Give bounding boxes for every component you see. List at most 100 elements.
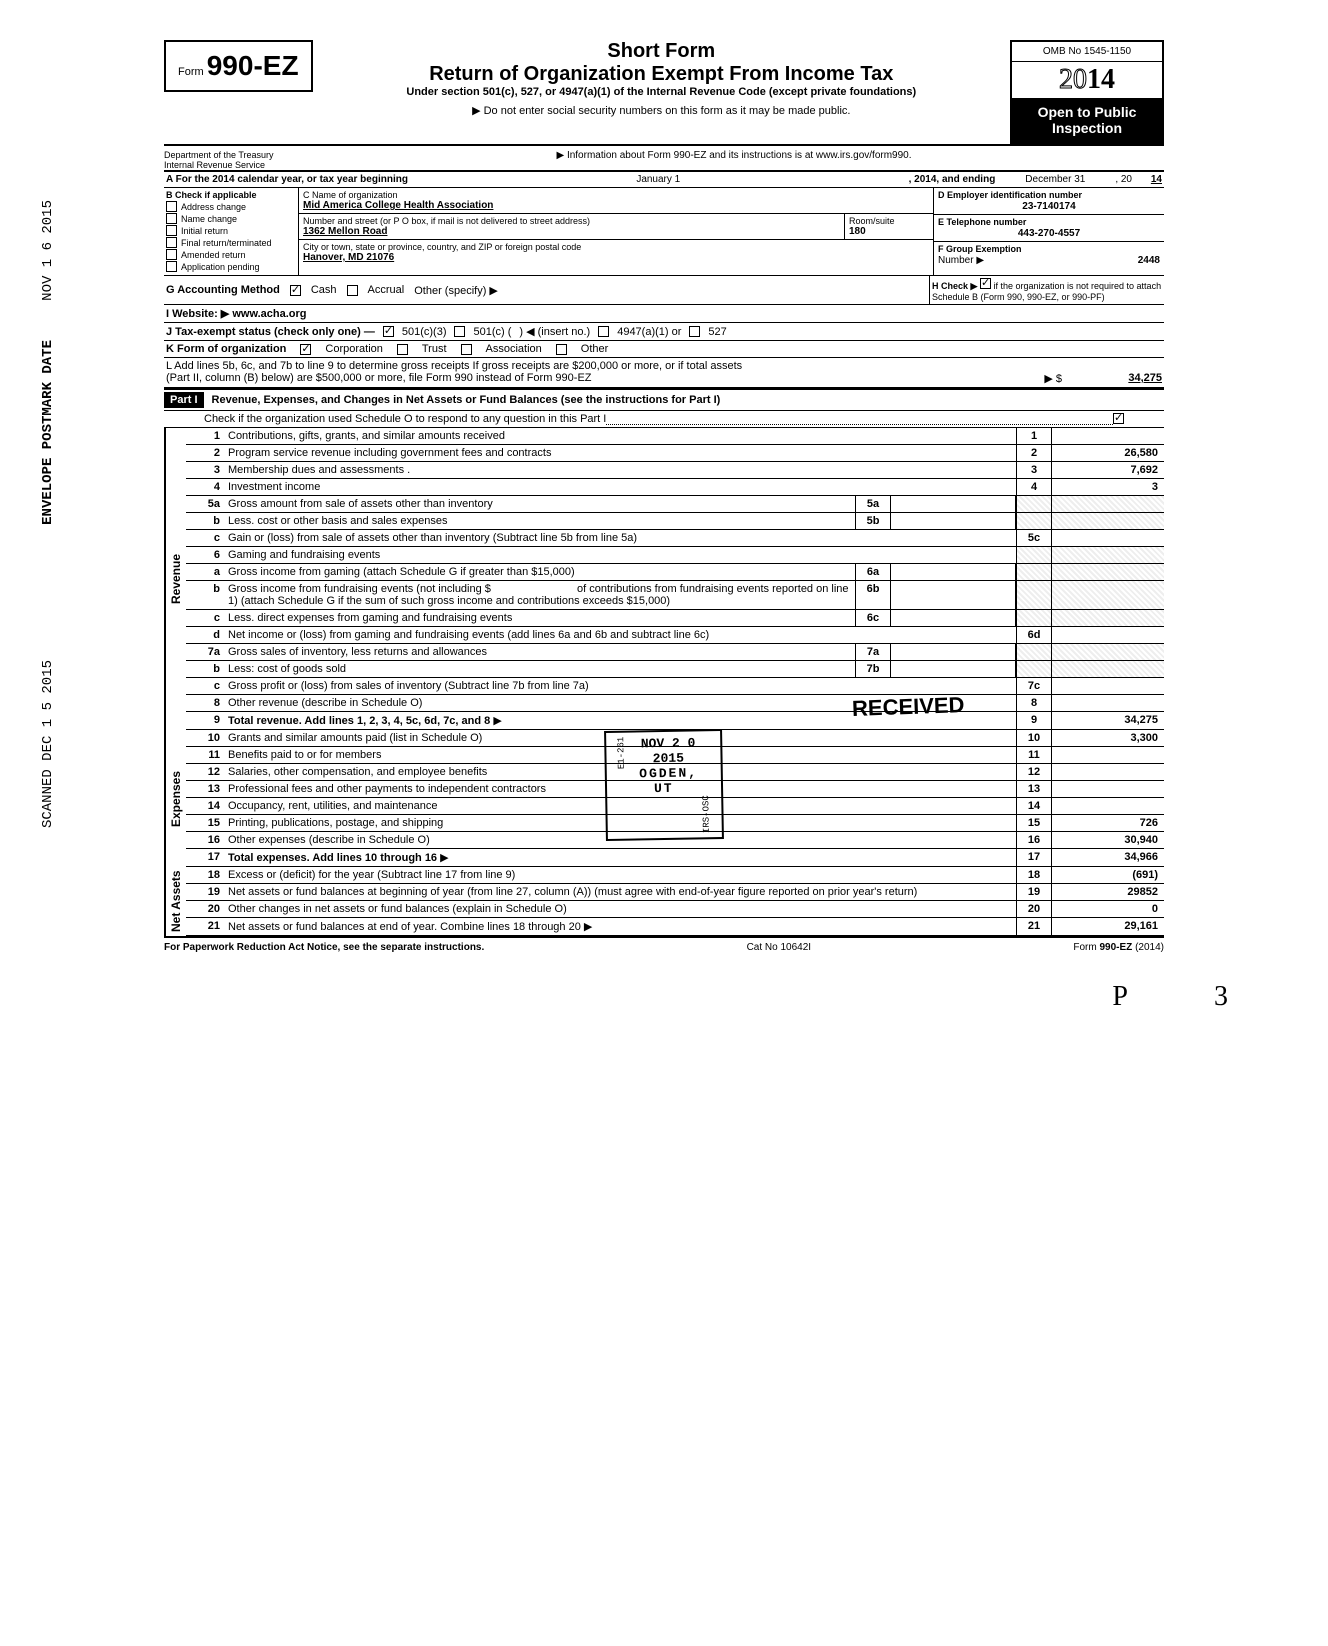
shaded-cell bbox=[1052, 610, 1164, 626]
line-num: 15 bbox=[186, 815, 224, 831]
line-a-year: 14 bbox=[1132, 174, 1162, 185]
j-527: 527 bbox=[708, 326, 726, 338]
line-desc: Gain or (loss) from sale of assets other… bbox=[224, 530, 1016, 546]
chk-label: Final return/terminated bbox=[181, 238, 272, 248]
part1-title: Revenue, Expenses, and Changes in Net As… bbox=[212, 394, 721, 406]
chk-amended[interactable]: Amended return bbox=[166, 249, 296, 260]
chk-assoc[interactable] bbox=[461, 344, 472, 355]
g-label: G Accounting Method bbox=[166, 284, 280, 296]
chk-501c[interactable] bbox=[454, 326, 465, 337]
chk-label: Name change bbox=[181, 214, 237, 224]
line-desc: Gross amount from sale of assets other t… bbox=[224, 496, 855, 512]
line-a: A For the 2014 calendar year, or tax yea… bbox=[164, 172, 1164, 188]
shaded-cell bbox=[1016, 610, 1052, 626]
revenue-section: Revenue 1Contributions, gifts, grants, a… bbox=[164, 428, 1164, 730]
row-i: I Website: ▶ www.acha.org bbox=[164, 305, 1164, 323]
form-prefix: Form bbox=[178, 66, 204, 78]
right-box: OMB No 1545-1150 2014 Open to Public Ins… bbox=[1010, 40, 1164, 144]
sub-ref: 6a bbox=[855, 564, 891, 580]
k-label: K Form of organization bbox=[166, 343, 286, 355]
chk-pending[interactable]: Application pending bbox=[166, 261, 296, 272]
chk-trust[interactable] bbox=[397, 344, 408, 355]
expenses-section: Expenses 10Grants and similar amounts pa… bbox=[164, 730, 1164, 867]
line-value bbox=[1052, 678, 1164, 694]
line-value: 34,966 bbox=[1052, 849, 1164, 866]
line-num: b bbox=[186, 513, 224, 529]
chk-h[interactable] bbox=[980, 278, 991, 289]
line-num: c bbox=[186, 530, 224, 546]
shaded-cell bbox=[1052, 547, 1164, 563]
postmark-label-stamp: ENVELOPE POSTMARK DATE bbox=[40, 340, 56, 525]
sub-ref: 6c bbox=[855, 610, 891, 626]
l-arrow: ▶ $ bbox=[1044, 372, 1062, 385]
f-value: 2448 bbox=[1138, 255, 1160, 266]
line-num: 4 bbox=[186, 479, 224, 495]
k-trust: Trust bbox=[422, 343, 447, 355]
j-501c3: 501(c)(3) bbox=[402, 326, 447, 338]
line-num: 6 bbox=[186, 547, 224, 563]
shaded-cell bbox=[1052, 661, 1164, 677]
chk-501c3[interactable] bbox=[383, 326, 394, 337]
shaded-cell bbox=[1052, 496, 1164, 512]
recv-code1: E1-261 bbox=[616, 737, 627, 770]
title-block: Short Form Return of Organization Exempt… bbox=[313, 40, 1010, 117]
line-value: 7,692 bbox=[1052, 462, 1164, 478]
line-num: c bbox=[186, 610, 224, 626]
part1-header: Part I Revenue, Expenses, and Changes in… bbox=[164, 388, 1164, 411]
received-stamp: RECEIVED bbox=[851, 692, 964, 722]
line-value bbox=[1052, 428, 1164, 444]
shaded-cell bbox=[1016, 547, 1052, 563]
line-num: 21 bbox=[186, 918, 224, 935]
sub-ref: 7a bbox=[855, 644, 891, 660]
chk-cash[interactable] bbox=[290, 285, 301, 296]
line-value: 29852 bbox=[1052, 884, 1164, 900]
line-ref: 8 bbox=[1016, 695, 1052, 711]
line-num: 14 bbox=[186, 798, 224, 814]
c-city: Hanover, MD 21076 bbox=[303, 252, 394, 263]
line-num: 8 bbox=[186, 695, 224, 711]
line-value bbox=[1052, 798, 1164, 814]
footer-mid: Cat No 10642I bbox=[747, 942, 812, 953]
chk-name-change[interactable]: Name change bbox=[166, 213, 296, 224]
line-a-suffix: , 20 bbox=[1115, 174, 1132, 185]
h-label: H Check ▶ bbox=[932, 281, 977, 291]
chk-schedule-o[interactable] bbox=[1113, 413, 1124, 424]
title-note1: ▶ Do not enter social security numbers o… bbox=[323, 104, 1000, 117]
shaded-cell bbox=[1016, 513, 1052, 529]
chk-4947[interactable] bbox=[598, 326, 609, 337]
line-desc: Contributions, gifts, grants, and simila… bbox=[224, 428, 1016, 444]
postmark-date-stamp: NOV 1 6 2015 bbox=[40, 200, 56, 301]
chk-initial-return[interactable]: Initial return bbox=[166, 225, 296, 236]
line-desc: Less: cost of goods sold bbox=[224, 661, 855, 677]
chk-527[interactable] bbox=[689, 326, 700, 337]
j-label: J Tax-exempt status (check only one) — bbox=[166, 326, 375, 338]
chk-other[interactable] bbox=[556, 344, 567, 355]
j-4947: 4947(a)(1) or bbox=[617, 326, 681, 338]
d-value: 23-7140174 bbox=[1022, 201, 1075, 212]
line-a-mid: , 2014, and ending bbox=[909, 174, 996, 185]
row-l: L Add lines 5b, 6c, and 7b to line 9 to … bbox=[164, 358, 1164, 388]
chk-corp[interactable] bbox=[300, 344, 311, 355]
sub-ref: 5b bbox=[855, 513, 891, 529]
chk-label: Address change bbox=[181, 202, 246, 212]
line-value bbox=[1052, 695, 1164, 711]
info-note: ▶ Information about Form 990-EZ and its … bbox=[304, 150, 1164, 170]
section-def: D Employer identification number 23-7140… bbox=[933, 188, 1164, 275]
k-corp: Corporation bbox=[325, 343, 382, 355]
line-ref: 7c bbox=[1016, 678, 1052, 694]
d-label: D Employer identification number bbox=[938, 190, 1082, 200]
row-j: J Tax-exempt status (check only one) — 5… bbox=[164, 323, 1164, 341]
section-c: C Name of organization Mid America Colle… bbox=[299, 188, 933, 275]
line-value bbox=[1052, 747, 1164, 763]
line-desc: Total expenses. Add lines 10 through 16 bbox=[228, 852, 437, 864]
chk-accrual[interactable] bbox=[347, 285, 358, 296]
chk-final-return[interactable]: Final return/terminated bbox=[166, 237, 296, 248]
sub-value bbox=[891, 581, 1016, 609]
l-text1: L Add lines 5b, 6c, and 7b to line 9 to … bbox=[166, 360, 1162, 372]
line-num: b bbox=[186, 661, 224, 677]
title-short: Short Form bbox=[323, 40, 1000, 63]
year-solid: 14 bbox=[1087, 64, 1115, 95]
chk-address-change[interactable]: Address change bbox=[166, 201, 296, 212]
line-num: c bbox=[186, 678, 224, 694]
sub-value bbox=[891, 644, 1016, 660]
